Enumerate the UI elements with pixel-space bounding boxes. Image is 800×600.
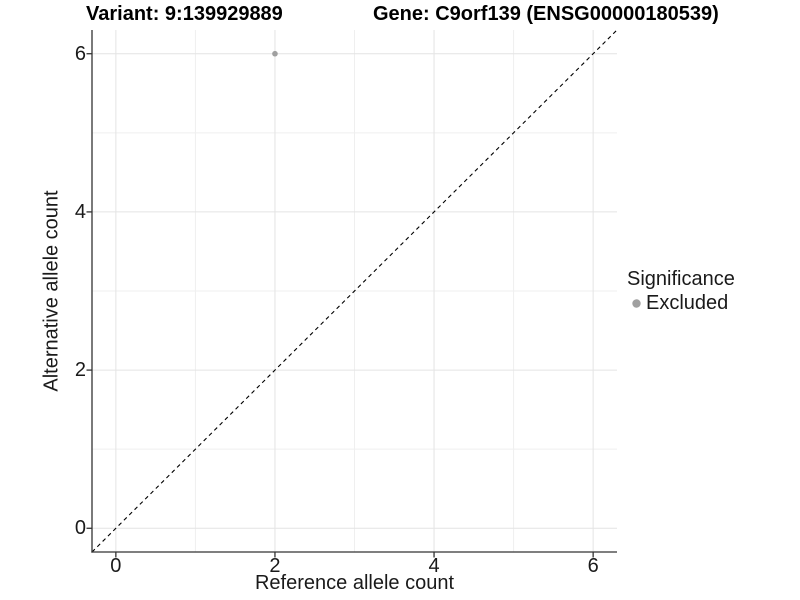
legend-title: Significance <box>627 268 735 290</box>
identity-line <box>91 29 618 553</box>
y-axis-title: Alternative allele count <box>40 190 63 392</box>
x-tick-label: 6 <box>587 555 599 577</box>
x-tick-label: 0 <box>110 555 122 577</box>
legend-point-icon <box>632 298 641 308</box>
gene-title: Gene: C9orf139 (ENSG00000180539) <box>373 3 719 25</box>
legend: Significance Excluded <box>627 268 735 314</box>
y-tick-label: 6 <box>74 42 86 65</box>
y-tick-label: 4 <box>74 200 86 223</box>
x-axis-title: Reference allele count <box>254 572 454 594</box>
y-tick-label: 2 <box>74 359 86 382</box>
data-point <box>272 50 278 57</box>
legend-item-label: Excluded <box>646 292 729 314</box>
y-tick-label: 0 <box>74 517 86 540</box>
legend-point-icon-circle <box>632 298 641 308</box>
x-tick-label: 2 <box>269 555 281 577</box>
legend-item-excluded: Excluded <box>627 292 735 314</box>
variant-title: Variant: 9:139929889 <box>86 3 283 25</box>
x-tick-label: 4 <box>428 555 440 577</box>
